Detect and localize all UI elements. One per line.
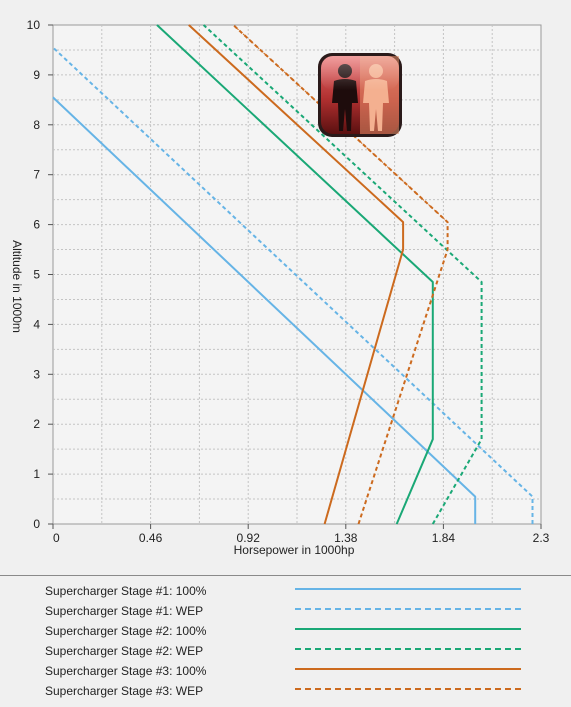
series-line-1 (52, 96, 477, 524)
x-tick-label: 0.92 (237, 531, 261, 545)
series-line-2 (52, 46, 534, 524)
y-tick-label: 1 (33, 467, 40, 481)
y-tick-label: 3 (33, 367, 40, 381)
y-tick-label: 5 (33, 268, 40, 282)
y-tick-label: 4 (33, 317, 40, 331)
legend-swatch (295, 628, 521, 630)
legend-label: Supercharger Stage #3: WEP (45, 684, 204, 698)
grid-lines (53, 25, 541, 524)
legend-label: Supercharger Stage #1: WEP (45, 604, 204, 618)
series-line-6 (232, 24, 449, 525)
y-tick-label: 9 (33, 68, 40, 82)
legend-label: Supercharger Stage #1: 100% (45, 584, 207, 598)
legend-swatch (295, 668, 521, 670)
y-tick-label: 7 (33, 168, 40, 182)
y-tick-label: 2 (33, 417, 40, 431)
legend-swatch (295, 608, 521, 610)
crew-silhouette-icon (316, 51, 404, 139)
legend-item: Supercharger Stage #3: WEP (0, 682, 571, 702)
series-line-8 (396, 439, 434, 525)
legend: Supercharger Stage #1: 100% Supercharger … (0, 575, 571, 707)
legend-item: Supercharger Stage #2: WEP (0, 642, 571, 662)
y-tick-label: 8 (33, 118, 40, 132)
series-line-5 (188, 24, 405, 525)
legend-item: Supercharger Stage #1: WEP (0, 602, 571, 622)
x-tick-label: 1.38 (334, 531, 358, 545)
y-tick-label: 0 (33, 517, 40, 531)
x-tick-label: 2.3 (533, 531, 550, 545)
x-tick-label: 1.84 (432, 531, 456, 545)
legend-item: Supercharger Stage #2: 100% (0, 622, 571, 642)
legend-swatch (295, 648, 521, 650)
x-axis-title: Horsepower in 1000hp (234, 543, 355, 557)
legend-label: Supercharger Stage #3: 100% (45, 664, 207, 678)
x-tick-label: 0 (53, 531, 60, 545)
x-tick-label: 0.46 (139, 531, 163, 545)
chart-svg: 0 0.46 0.92 1.38 1.84 2.3 0 1 2 3 4 5 6 7 8 9 10 Horsepo… (10, 18, 550, 557)
chart-area: 0 0.46 0.92 1.38 1.84 2.3 0 1 2 3 4 5 6 7 8 9 10 Horsepo… (10, 18, 550, 557)
series-lines (52, 24, 534, 525)
legend-item: Supercharger Stage #3: 100% (0, 662, 571, 682)
legend-swatch (295, 688, 521, 690)
y-tick-label: 10 (27, 18, 41, 32)
legend-label: Supercharger Stage #2: WEP (45, 644, 204, 658)
legend-swatch (295, 588, 521, 590)
y-tick-label: 6 (33, 218, 40, 232)
legend-item: Supercharger Stage #1: 100% (0, 582, 571, 602)
legend-label: Supercharger Stage #2: 100% (45, 624, 207, 638)
tick-labels: 0 0.46 0.92 1.38 1.84 2.3 0 1 2 3 4 5 6 7 8 9 10 (27, 18, 550, 545)
series-line-4 (202, 24, 483, 525)
y-axis-title: Altitude in 1000m (10, 240, 24, 333)
